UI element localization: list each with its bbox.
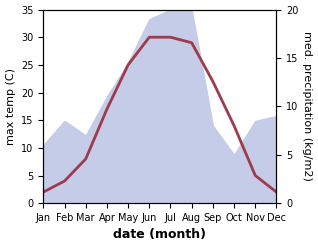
Y-axis label: med. precipitation (kg/m2): med. precipitation (kg/m2) bbox=[302, 31, 313, 181]
Y-axis label: max temp (C): max temp (C) bbox=[5, 68, 16, 145]
X-axis label: date (month): date (month) bbox=[114, 228, 206, 242]
